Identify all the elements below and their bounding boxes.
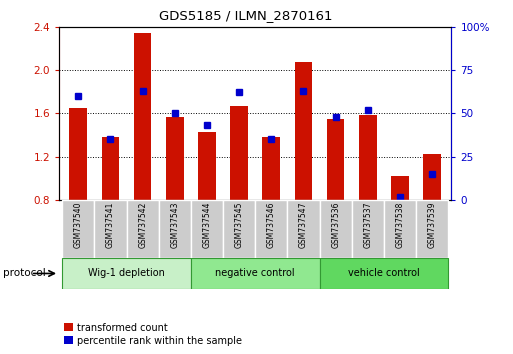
Bar xyxy=(62,200,94,258)
Bar xyxy=(62,258,191,289)
Text: GDS5185 / ILMN_2870161: GDS5185 / ILMN_2870161 xyxy=(160,9,333,22)
Bar xyxy=(191,200,223,258)
Text: GSM737545: GSM737545 xyxy=(234,202,244,248)
Bar xyxy=(134,33,151,200)
Bar xyxy=(287,200,320,258)
Text: GSM737546: GSM737546 xyxy=(267,202,276,248)
Bar xyxy=(359,115,377,200)
Text: GSM737538: GSM737538 xyxy=(396,202,404,248)
Bar xyxy=(352,200,384,258)
Bar xyxy=(423,154,441,200)
Bar xyxy=(263,137,280,200)
Bar xyxy=(391,176,409,200)
Text: GSM737544: GSM737544 xyxy=(203,202,211,248)
Bar xyxy=(294,62,312,200)
Legend: transformed count, percentile rank within the sample: transformed count, percentile rank withi… xyxy=(64,323,243,346)
Bar xyxy=(255,200,287,258)
Text: GSM737540: GSM737540 xyxy=(74,202,83,248)
Text: negative control: negative control xyxy=(215,268,295,279)
Bar xyxy=(191,258,320,289)
Bar xyxy=(94,200,127,258)
Bar xyxy=(327,119,345,200)
Text: GSM737536: GSM737536 xyxy=(331,202,340,248)
Bar xyxy=(198,132,216,200)
Text: GSM737543: GSM737543 xyxy=(170,202,180,248)
Bar xyxy=(127,200,159,258)
Bar xyxy=(223,200,255,258)
Bar xyxy=(320,200,352,258)
Text: protocol: protocol xyxy=(3,268,45,279)
Bar xyxy=(416,200,448,258)
Text: GSM737541: GSM737541 xyxy=(106,202,115,248)
Bar xyxy=(320,258,448,289)
Bar xyxy=(166,116,184,200)
Bar xyxy=(69,108,87,200)
Text: GSM737537: GSM737537 xyxy=(363,202,372,248)
Text: GSM737547: GSM737547 xyxy=(299,202,308,248)
Text: vehicle control: vehicle control xyxy=(348,268,420,279)
Text: GSM737542: GSM737542 xyxy=(138,202,147,248)
Bar xyxy=(102,137,120,200)
Text: Wig-1 depletion: Wig-1 depletion xyxy=(88,268,165,279)
Bar xyxy=(159,200,191,258)
Bar xyxy=(384,200,416,258)
Text: GSM737539: GSM737539 xyxy=(428,202,437,248)
Bar xyxy=(230,106,248,200)
